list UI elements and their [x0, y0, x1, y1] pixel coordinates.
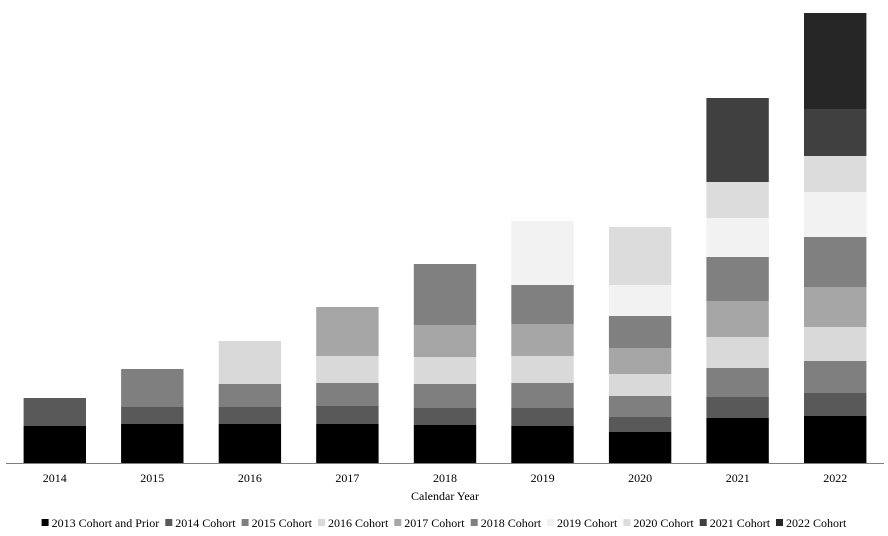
bar-segment-2016-series-0: [218, 424, 282, 463]
bar-segment-2015-series-0: [121, 424, 184, 463]
bar-segment-2018-series-5: [413, 264, 477, 325]
legend-label-9: 2022 Cohort: [786, 516, 847, 530]
legend-swatch-0: [41, 519, 49, 526]
bar-segment-2022-series-0: [804, 416, 867, 463]
x-tick-label-2021: 2021: [726, 471, 750, 485]
bar-segment-2017-series-2: [316, 383, 379, 406]
bar-segment-2022-series-9: [804, 13, 867, 109]
legend-swatch-8: [699, 519, 707, 526]
bar-segment-2022-series-7: [804, 156, 867, 192]
bar-segment-2021-series-3: [706, 337, 769, 368]
bar-segment-2022-series-3: [804, 327, 867, 361]
bar-segment-2014-series-0: [23, 426, 87, 463]
bar-segment-2018-series-3: [413, 357, 477, 384]
bar-segment-2019-series-5: [511, 285, 574, 324]
bar-segment-2019-series-1: [511, 408, 574, 426]
bar-segment-2022-series-4: [804, 287, 867, 327]
bar-segment-2016-series-2: [218, 384, 282, 407]
bar-segment-2018-series-0: [413, 425, 477, 463]
legend-swatch-3: [318, 519, 325, 526]
legend-label-6: 2019 Cohort: [557, 516, 618, 530]
legend-label-3: 2016 Cohort: [328, 516, 389, 530]
legend-swatch-5: [470, 519, 478, 526]
x-tick-label-2015: 2015: [140, 471, 164, 485]
legend-swatch-9: [776, 519, 783, 526]
bar-segment-2020-series-1: [608, 417, 672, 432]
bar-segment-2015-series-2: [121, 369, 184, 407]
bar-segment-2021-series-0: [706, 418, 769, 463]
bar-segment-2014-series-1: [23, 398, 87, 426]
bar-segment-2021-series-2: [706, 368, 769, 397]
bar-segment-2016-series-1: [218, 407, 282, 424]
bar-segment-2022-series-8: [804, 109, 867, 156]
bar-segment-2020-series-0: [608, 432, 672, 463]
bar-segment-2020-series-7: [608, 227, 672, 285]
bar-segment-2018-series-2: [413, 384, 477, 408]
bars-group: [23, 13, 867, 463]
bar-segment-2020-series-4: [608, 348, 672, 374]
bar-segment-2018-series-1: [413, 408, 477, 425]
bar-segment-2021-series-4: [706, 301, 769, 337]
bar-segment-2021-series-1: [706, 397, 769, 418]
bar-segment-2021-series-5: [706, 257, 769, 301]
bar-segment-2019-series-2: [511, 383, 574, 408]
x-tick-label-2019: 2019: [531, 471, 555, 485]
bar-segment-2017-series-0: [316, 424, 379, 463]
bar-segment-2020-series-2: [608, 396, 672, 417]
bar-segment-2016-series-3: [218, 341, 282, 384]
legend-label-7: 2020 Cohort: [633, 516, 694, 530]
x-tick-labels: 2014 2015 2016 2017 2018 2019 2020 2021 2022: [43, 471, 847, 485]
x-tick-label-2022: 2022: [823, 471, 847, 485]
legend: 2013 Cohort and Prior 2014 Cohort 2015 Coh…: [41, 516, 847, 530]
bar-segment-2022-series-2: [804, 361, 867, 393]
bar-segment-2022-series-1: [804, 393, 867, 416]
x-tick-label-2018: 2018: [433, 471, 457, 485]
x-tick-label-2016: 2016: [238, 471, 262, 485]
bar-segment-2019-series-6: [511, 221, 574, 285]
bar-segment-2017-series-1: [316, 406, 379, 424]
bar-segment-2019-series-4: [511, 324, 574, 356]
bar-segment-2021-series-6: [706, 218, 769, 257]
bar-segment-2017-series-4: [316, 307, 379, 356]
bar-segment-2021-series-8: [706, 98, 769, 182]
bar-segment-2020-series-5: [608, 316, 672, 348]
legend-label-4: 2017 Cohort: [404, 516, 465, 530]
x-tick-label-2017: 2017: [335, 471, 359, 485]
legend-swatch-7: [623, 519, 631, 526]
legend-label-1: 2014 Cohort: [175, 516, 236, 530]
bar-segment-2019-series-0: [511, 426, 574, 463]
legend-swatch-4: [394, 519, 402, 526]
bar-segment-2019-series-3: [511, 356, 574, 383]
x-tick-label-2020: 2020: [628, 471, 652, 485]
legend-swatch-1: [165, 519, 173, 526]
x-axis-title: Calendar Year: [411, 489, 479, 503]
bar-segment-2018-series-4: [413, 325, 477, 357]
bar-segment-2020-series-6: [608, 285, 672, 316]
bar-segment-2020-series-3: [608, 374, 672, 396]
bar-segment-2022-series-5: [804, 237, 867, 287]
bar-segment-2022-series-6: [804, 192, 867, 237]
bar-segment-2015-series-1: [121, 407, 184, 424]
bar-segment-2017-series-3: [316, 356, 379, 383]
legend-swatch-6: [547, 519, 554, 526]
legend-swatch-2: [241, 519, 249, 526]
bar-segment-2021-series-7: [706, 182, 769, 218]
legend-label-2: 2015 Cohort: [252, 516, 313, 530]
legend-label-5: 2018 Cohort: [481, 516, 542, 530]
legend-label-0: 2013 Cohort and Prior: [52, 516, 160, 530]
x-tick-label-2014: 2014: [43, 471, 67, 485]
legend-label-8: 2021 Cohort: [710, 516, 771, 530]
